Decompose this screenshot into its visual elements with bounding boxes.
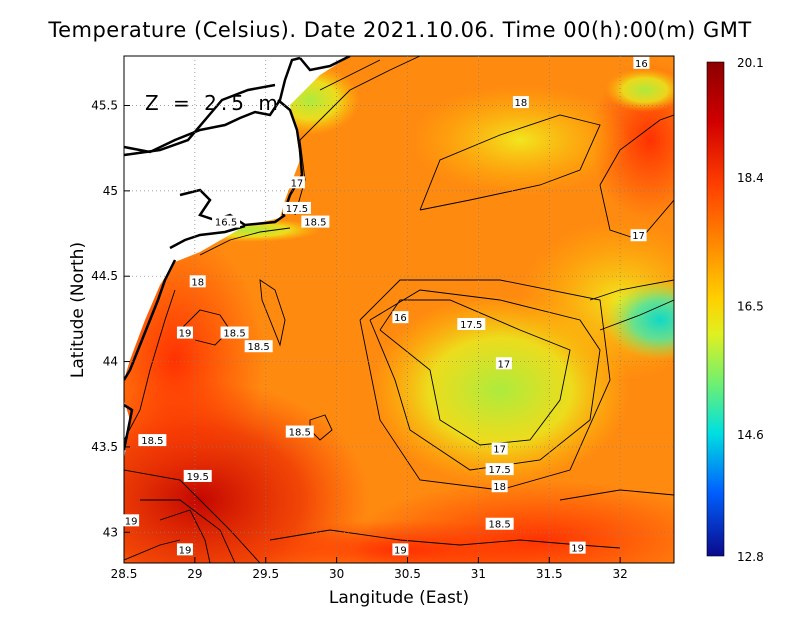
svg-text:18.5: 18.5 [141, 436, 163, 447]
contour-label: 18.5 [285, 425, 314, 439]
y-tick-label: 45 [103, 184, 118, 198]
svg-text:19: 19 [571, 544, 584, 555]
contour-label: 17 [630, 229, 647, 242]
x-tick-label: 29 [187, 567, 202, 581]
contour-label: 17 [288, 176, 305, 189]
svg-text:18.5: 18.5 [248, 342, 270, 353]
x-axis-label: Langitude (East) [328, 588, 470, 608]
y-tick-label: 45.5 [91, 99, 118, 113]
colorbar-tick-label: 12.8 [737, 550, 764, 564]
svg-text:17.5: 17.5 [286, 204, 308, 215]
svg-text:19: 19 [179, 545, 192, 556]
contour-label: 18.5 [485, 517, 514, 531]
colorbar-tick-label: 20.1 [737, 56, 764, 70]
contour-label: 18.5 [220, 326, 249, 340]
contour-label: 17.5 [457, 318, 486, 331]
contour-label: 19 [176, 543, 193, 556]
contour-label: 17 [491, 442, 508, 456]
contour-label: 17 [495, 357, 512, 370]
contour-label: 16 [633, 56, 650, 70]
colorbar-tick-label: 18.4 [737, 171, 764, 185]
svg-text:17: 17 [291, 178, 304, 189]
contour-label: 17.5 [282, 201, 311, 215]
coastline [124, 56, 351, 451]
contour-label: 18.5 [301, 215, 330, 229]
contour-label: 19 [176, 326, 193, 340]
svg-text:18.5: 18.5 [289, 428, 311, 439]
svg-text:18: 18 [191, 277, 204, 288]
y-tick-label: 43.5 [91, 440, 118, 454]
y-tick-label: 43 [103, 525, 118, 539]
svg-text:17: 17 [498, 359, 511, 370]
svg-text:18: 18 [515, 98, 528, 109]
x-tick-label: 28.5 [111, 567, 138, 581]
y-tick-label: 44 [103, 355, 118, 369]
svg-text:19: 19 [394, 545, 407, 556]
svg-text:17.5: 17.5 [460, 320, 482, 331]
contour-label: 18 [189, 275, 206, 288]
contour-label: 18 [512, 96, 529, 109]
svg-text:16.5: 16.5 [215, 218, 237, 229]
contour-label: 18.5 [244, 340, 273, 353]
svg-text:18: 18 [493, 482, 506, 493]
svg-text:18.5: 18.5 [304, 218, 326, 229]
svg-text:19: 19 [125, 516, 138, 527]
plot-frame [123, 55, 675, 564]
x-tick-label: 30.5 [394, 567, 421, 581]
x-tick-label: 31.5 [536, 567, 563, 581]
svg-text:19: 19 [179, 329, 192, 340]
contour-label: 18 [491, 480, 508, 493]
chart-title: Temperature (Celsius). Date 2021.10.06. … [48, 18, 752, 42]
svg-text:17: 17 [493, 445, 506, 456]
svg-text:18.5: 18.5 [223, 329, 245, 340]
colorbar-ticks: 20.1 18.4 16.5 14.6 12.8 [737, 56, 764, 564]
contour-label: 19 [123, 514, 140, 527]
colorbar [706, 61, 725, 557]
x-tick-label: 29.5 [252, 567, 279, 581]
x-axis-ticks: 28.5 29 29.5 30 30.5 31 31.5 32 [111, 557, 628, 581]
y-tick-label: 44.5 [91, 269, 118, 283]
x-tick-label: 30 [329, 567, 344, 581]
contour-label: 16.5 [212, 215, 241, 229]
contour-label: 18.5 [138, 434, 167, 447]
svg-text:16: 16 [394, 313, 407, 324]
contour-label: 17.5 [485, 463, 514, 476]
contour-label: 19.5 [183, 469, 212, 483]
colorbar-tick-label: 16.5 [737, 300, 764, 314]
contour-label: 19 [569, 541, 586, 555]
depth-label: Z = 2.5 m [145, 91, 282, 115]
y-axis-ticks: 45.5 45 44.5 44 43.5 43 [91, 99, 130, 539]
colorbar-tick-label: 14.6 [737, 428, 764, 442]
contour-label: 16 [392, 311, 409, 324]
svg-text:17.5: 17.5 [489, 465, 511, 476]
contour-label: 19 [392, 543, 409, 556]
x-tick-label: 31 [471, 567, 486, 581]
svg-text:17: 17 [632, 231, 645, 242]
svg-text:19.5: 19.5 [187, 472, 209, 483]
x-tick-label: 32 [612, 567, 627, 581]
svg-text:16: 16 [635, 59, 648, 70]
svg-text:18.5: 18.5 [489, 520, 511, 531]
gridlines [124, 56, 674, 563]
